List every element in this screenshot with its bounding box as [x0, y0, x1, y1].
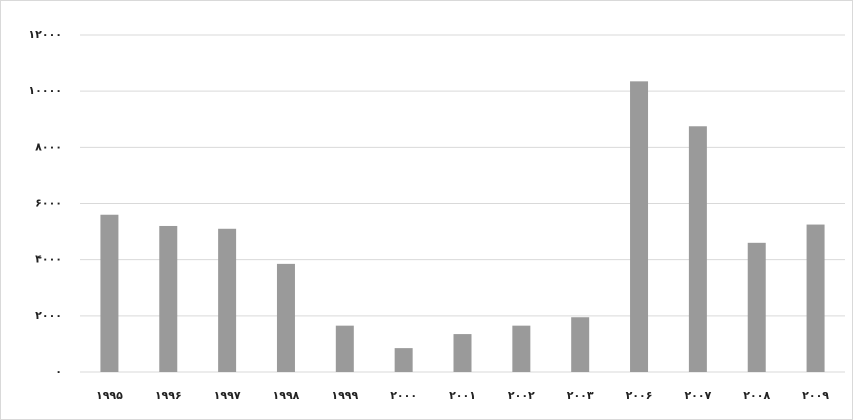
bar [747, 242, 766, 372]
bar [218, 228, 237, 372]
bar [806, 224, 825, 372]
x-tick-label: ۲۰۰۸ [743, 389, 770, 402]
bar [453, 334, 472, 372]
y-tick-label: ۱۰۰۰۰ [28, 84, 62, 97]
bar [159, 225, 178, 372]
x-tick-label: ۲۰۰۲ [508, 389, 535, 402]
y-tick-label: ۶۰۰۰ [35, 197, 62, 210]
bar [394, 348, 413, 372]
y-tick-label: ۰ [55, 365, 62, 378]
x-tick-label: ۱۹۹۶ [155, 389, 182, 402]
x-tick-label: ۱۹۹۹ [331, 389, 358, 402]
x-tick-label: ۲۰۰۹ [802, 389, 829, 402]
bar [571, 317, 590, 372]
x-tick-label: ۱۹۹۵ [96, 389, 123, 402]
x-tick-label: ۲۰۰۱ [449, 389, 476, 402]
x-tick-label: ۲۰۰۶ [626, 389, 653, 402]
y-tick-label: ۱۲۰۰۰ [28, 28, 62, 41]
bar [335, 325, 354, 372]
y-tick-label: ۴۰۰۰ [35, 253, 62, 266]
y-tick-label: ۸۰۰۰ [35, 140, 62, 153]
bar [276, 263, 295, 372]
bar [512, 325, 531, 372]
x-tick-label: ۱۹۹۸ [273, 389, 300, 402]
x-tick-label: ۲۰۰۷ [684, 389, 711, 402]
bar [688, 126, 707, 372]
bar [100, 214, 119, 372]
bar [630, 81, 649, 373]
y-tick-label: ۲۰۰۰ [35, 309, 62, 322]
x-tick-label: ۲۰۰۰ [390, 389, 417, 402]
x-tick-label: ۱۹۹۷ [214, 389, 241, 402]
x-tick-label: ۲۰۰۳ [567, 389, 594, 402]
